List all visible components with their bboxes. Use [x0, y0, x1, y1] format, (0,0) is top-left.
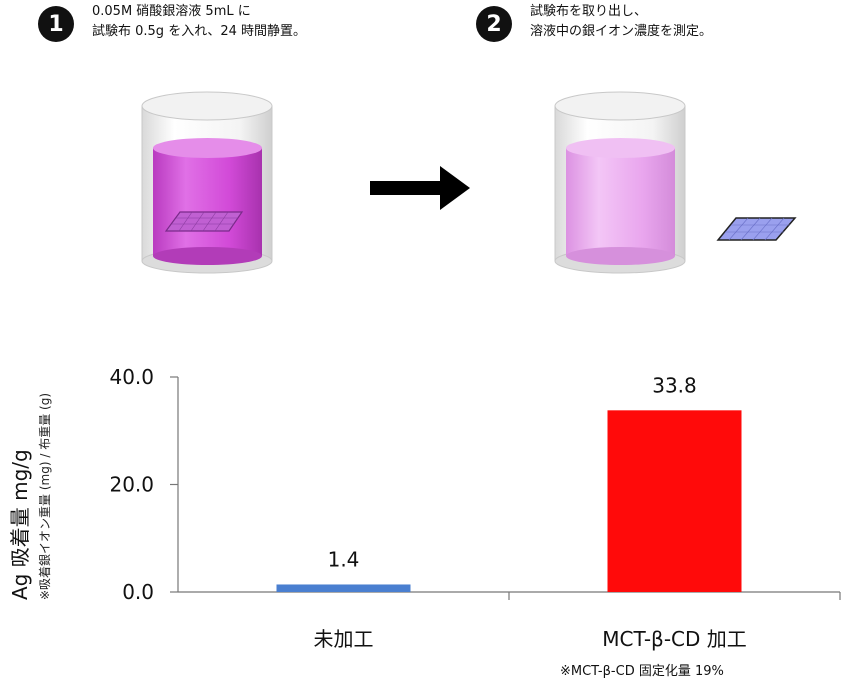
silver-nitrate-solution-light	[566, 138, 675, 265]
bar-untreated	[276, 584, 411, 592]
y-tick-label: 0.0	[122, 580, 154, 604]
chart-labels: 0.0 20.0 40.0 1.4 未加工 33.8 MCT-β-CD 加工	[109, 365, 746, 651]
y-tick-label: 40.0	[109, 365, 154, 389]
bar-mct-beta-cd	[607, 410, 742, 592]
x-category-label: MCT-β-CD 加工	[602, 627, 747, 651]
x-category-label: 未加工	[314, 627, 374, 651]
step-1-line-2: 試験布 0.5g を入れ、24 時間静置。	[92, 24, 306, 39]
step-1-text: 0.05M 硝酸銀溶液 5mL に 試験布 0.5g を入れ、24 時間静置。	[92, 2, 306, 42]
step-1-badge: 1	[38, 6, 74, 42]
procedure-illustration	[141, 91, 797, 274]
y-tick-label: 20.0	[109, 473, 154, 497]
bar-value-label: 1.4	[328, 547, 360, 571]
test-cloth-removed	[716, 217, 797, 241]
silver-nitrate-solution-dark	[153, 138, 262, 265]
y-axis-sublabel: ※吸着銀イオン重量 (mg) / 布重量 (g)	[38, 392, 52, 600]
beaker-before	[141, 91, 273, 274]
step-2-line-1: 試験布を取り出し、	[530, 4, 648, 19]
step-2-text: 試験布を取り出し、 溶液中の銀イオン濃度を測定。	[530, 2, 712, 42]
beaker-after	[554, 91, 686, 274]
footnote: ※MCT-β-CD 固定化量 19%	[560, 664, 724, 679]
chart-bars	[276, 410, 742, 592]
step-1-line-1: 0.05M 硝酸銀溶液 5mL に	[92, 4, 251, 19]
adsorption-bar-chart: 0.0 20.0 40.0 1.4 未加工 33.8 MCT-β-CD 加工	[109, 365, 841, 651]
step-2-line-2: 溶液中の銀イオン濃度を測定。	[530, 24, 713, 39]
step-2-badge: 2	[476, 6, 512, 42]
y-axis-label: Ag 吸着量 mg/g	[8, 449, 32, 600]
process-arrow-icon	[370, 166, 470, 210]
test-cloth-submerged	[164, 211, 244, 232]
bar-value-label: 33.8	[652, 373, 697, 397]
